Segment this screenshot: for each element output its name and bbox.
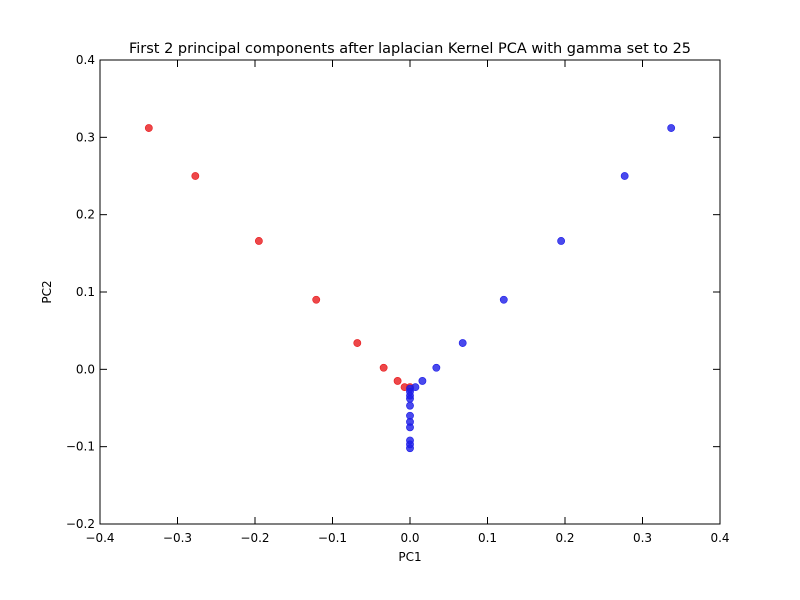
scatter-point	[432, 363, 441, 372]
scatter-point	[406, 394, 414, 403]
scatter-point	[312, 295, 321, 304]
x-tick-label: 0.1	[478, 531, 497, 545]
y-tick-label: 0.3	[76, 130, 95, 144]
scatter-point	[557, 237, 566, 245]
x-axis-label: PC1	[398, 550, 421, 564]
chart-title: First 2 principal components after lapla…	[129, 41, 691, 57]
scatter-point	[458, 339, 467, 347]
axis-tick-labels: −0.4 −0.3 −0.2 −0.1 0.0 0.1 0.2 0.3 0.4 −0.2 −0.1 0…	[66, 53, 730, 545]
x-tick-label: 0.0	[400, 531, 419, 545]
axis-ticks	[99, 59, 721, 525]
plot-area-frame	[99, 59, 721, 525]
scatter-point	[667, 124, 676, 132]
y-tick-label: −0.2	[66, 517, 95, 531]
scatter-point	[191, 172, 200, 180]
series-1	[406, 124, 676, 453]
y-tick-label: 0.1	[76, 285, 95, 299]
x-tick-label: −0.1	[318, 531, 347, 545]
x-tick-label: 0.2	[555, 531, 574, 545]
x-tick-label: −0.3	[163, 531, 192, 545]
scatter-point	[379, 363, 388, 372]
x-tick-label: −0.4	[85, 531, 114, 545]
x-tick-label: 0.3	[633, 531, 652, 545]
y-tick-label: 0.0	[76, 362, 95, 376]
scatter-point	[418, 377, 427, 385]
scatter-point	[144, 124, 153, 132]
y-axis-label: PC2	[40, 280, 54, 303]
series-0	[144, 124, 414, 392]
scatter-point	[393, 377, 402, 385]
x-tick-label: 0.4	[710, 531, 729, 545]
scatter-point	[620, 172, 629, 180]
y-tick-label: −0.1	[66, 440, 95, 454]
scatter-point	[406, 444, 414, 453]
scatter-point	[406, 401, 414, 410]
scatter-point	[499, 295, 508, 304]
y-tick-label: 0.2	[76, 208, 95, 222]
scatter-point	[353, 339, 362, 347]
y-tick-label: 0.4	[76, 53, 95, 67]
scatter-point	[254, 237, 263, 245]
scatter-point	[406, 423, 414, 432]
data-points	[144, 124, 676, 453]
x-tick-label: −0.2	[240, 531, 269, 545]
